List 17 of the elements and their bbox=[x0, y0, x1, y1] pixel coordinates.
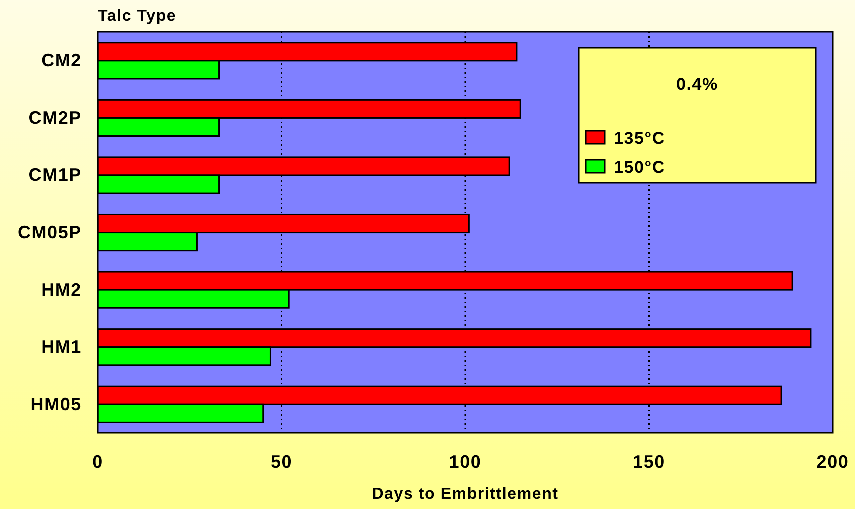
x-tick-label: 50 bbox=[270, 452, 293, 472]
y-tick-label: CM2P bbox=[28, 108, 82, 128]
legend-label: 150°C bbox=[614, 158, 666, 177]
y-tick-label: CM2 bbox=[42, 50, 82, 71]
y-tick-label: CM05P bbox=[18, 222, 82, 242]
legend-title: 0.4% bbox=[676, 75, 718, 94]
legend-label: 135°C bbox=[614, 129, 666, 148]
y-tick-label: HM1 bbox=[42, 337, 82, 358]
y-tick-label: CM1P bbox=[28, 165, 82, 186]
y-tick-label: HM2 bbox=[42, 280, 82, 300]
x-tick-label: 100 bbox=[449, 452, 482, 472]
x-tick-label: 0 bbox=[92, 452, 104, 472]
x-axis-title: Days to Embrittlement bbox=[372, 486, 559, 503]
x-tick-label: 150 bbox=[633, 452, 666, 472]
x-tick-label: 200 bbox=[816, 452, 850, 472]
y-axis-title: Talc Type bbox=[98, 8, 177, 25]
y-tick-label: HM05 bbox=[30, 394, 82, 414]
